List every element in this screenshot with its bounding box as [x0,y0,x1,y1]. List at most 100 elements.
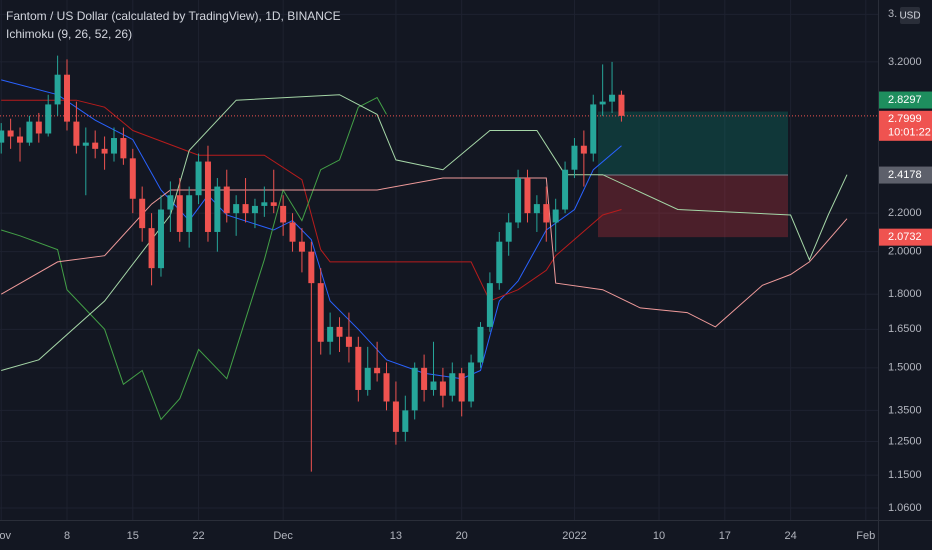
candle-body [204,161,211,232]
price-badge [879,110,932,141]
x-tick-label: Feb [856,530,875,542]
y-tick-label: 3.2000 [888,56,922,68]
candle-body [524,178,531,214]
y-tick-label: 1.3500 [888,404,922,416]
loss-zone [598,175,788,238]
candle-body [157,209,164,269]
x-tick-label: 13 [390,530,402,542]
candle-body [251,205,258,214]
candle-body [562,169,569,210]
candle-body [289,222,296,242]
candle-body [421,367,428,390]
y-tick-label: 1.2500 [888,435,922,447]
candle-body [195,161,202,196]
candle-body [609,94,616,102]
candle-body [477,326,484,363]
candle-body [599,101,606,105]
candle-body [45,104,52,134]
candle-body [54,74,61,105]
candle-body [139,198,146,229]
candle-body [336,326,343,337]
candle-body [439,381,446,396]
candle-body [214,186,221,232]
x-tick-label: 24 [784,530,796,542]
candle-body [590,104,597,154]
candle-body [167,195,174,210]
candle-body [176,195,183,232]
candle-body [552,209,559,223]
x-tick-label: 2022 [562,530,586,542]
candle-body [327,326,334,342]
candle-body [449,373,456,396]
x-tick-label: 22 [192,530,204,542]
candle-body [64,74,71,122]
candle-body [364,367,371,390]
y-tick-label: 1.0600 [888,502,922,514]
candle-body [101,148,108,154]
candle-body [317,283,324,342]
price-badge [879,228,932,246]
price-badge [879,91,932,109]
candle-body [571,145,578,170]
candle-body [383,373,390,402]
price-badge-label: 2.4178 [888,169,922,181]
candle-body [618,94,625,116]
candle-body [280,205,287,223]
price-badge-label: 2.7999 [888,113,922,125]
candle-body [82,142,89,146]
price-badge [879,166,932,184]
candle-body [7,130,14,137]
y-tick-label: 1.6500 [888,323,922,335]
candle-body [505,222,512,242]
candle-body [92,142,99,149]
x-tick-label: 10 [653,530,665,542]
price-badge-label: 2.0732 [888,231,922,243]
candle-body [270,202,277,206]
y-tick-label: 1.5000 [888,362,922,374]
ichimoku-line [1,96,387,421]
y-tick-label: 2.0000 [888,246,922,258]
y-tick-label: 2.2000 [888,207,922,219]
candle-body [148,228,155,269]
candle-body [110,138,117,154]
candle-body [430,381,437,390]
candle-body [242,204,249,214]
price-badge-label: 2.8297 [888,94,922,106]
chart-title: Fantom / US Dollar (calculated by Tradin… [6,9,341,23]
candle-body [345,336,352,347]
x-tick-label: 8 [64,530,70,542]
candle-body [308,251,315,284]
candle-body [261,202,268,206]
candle-body [355,346,362,390]
x-tick-label: 20 [456,530,468,542]
x-tick-label: 17 [719,530,731,542]
candle-body [486,283,493,327]
y-tick-label: 3. [888,8,897,20]
candle-body [17,136,24,143]
x-tick-label: Nov [0,530,12,542]
candle-body [233,204,240,214]
candle-body [298,241,305,252]
candle-body [186,195,193,232]
countdown: 10:01:22 [888,127,931,139]
currency-box [900,7,920,24]
candle-body [26,121,33,143]
candle-body [129,158,136,199]
candle-body [515,178,522,223]
candle-body [533,204,540,214]
candle-body [458,373,465,402]
currency: USD [899,11,920,22]
ichimoku-line [1,79,622,380]
candle-body [223,186,230,214]
y-tick-label: 1.8000 [888,288,922,300]
x-tick-label: 15 [127,530,139,542]
x-tick-label: Dec [273,530,293,542]
candle-body [411,367,418,411]
candle-body [496,241,503,284]
candle-body [0,130,5,143]
candle-body [374,367,381,374]
candle-body [120,138,127,159]
candle-body [543,204,550,223]
